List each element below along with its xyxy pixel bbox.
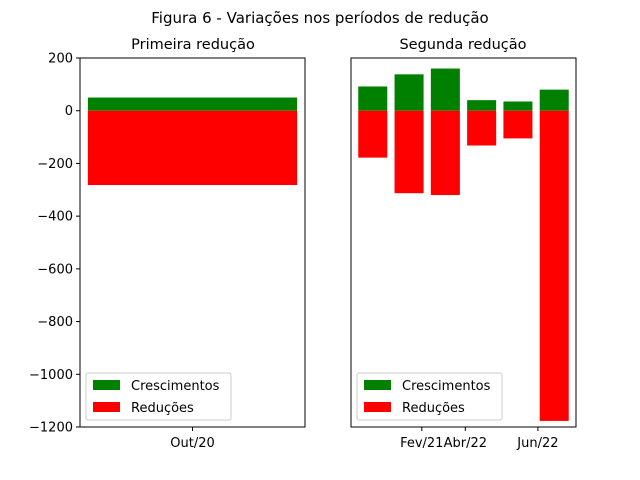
legend-frame: [356, 372, 503, 421]
y-tick-label: −200: [37, 157, 73, 172]
bar-crescimentos-3: [467, 100, 497, 111]
legend-swatch-crescimentos: [364, 380, 391, 390]
x-axis: Out/20: [170, 427, 215, 451]
legend-swatch-reducoes: [93, 402, 120, 412]
legend-label-reducoes: Reduções: [131, 401, 194, 416]
legend-label-crescimentos: Crescimentos: [402, 379, 491, 394]
x-tick-label: Abr/22: [444, 436, 487, 451]
y-tick-label: 200: [48, 52, 73, 67]
y-tick-label: −1000: [29, 368, 73, 383]
bar-reducoes-0: [87, 110, 298, 186]
bar-reducoes-0: [358, 110, 388, 158]
y-tick-label: 0: [65, 104, 73, 119]
bar-crescimentos-2: [430, 68, 460, 111]
plot-frame: [79, 57, 306, 428]
bar-reducoes-5: [539, 110, 569, 421]
y-tick-label: −400: [37, 210, 73, 225]
bars: [87, 97, 298, 186]
x-tick-label: Out/20: [170, 436, 215, 451]
x-axis: Fev/21 Abr/22 Jun/22: [400, 427, 559, 451]
chart-segunda-reducao: Segunda redução Fev/21 Abr/22 Jun/22 Cresc…: [350, 37, 577, 451]
y-tick-label: −800: [37, 315, 73, 330]
chart-title: Segunda redução: [399, 37, 526, 53]
bar-crescimentos-1: [394, 74, 424, 111]
y-tick-label: −600: [37, 262, 73, 277]
bar-crescimentos-4: [503, 101, 533, 111]
x-tick-label: Fev/21: [400, 436, 443, 451]
chart-primeira-reducao: Primeira redução 200 0 −200 −400 −600 −800 −10…: [29, 37, 306, 451]
bar-crescimentos-0: [87, 97, 298, 111]
chart-title: Primeira redução: [131, 37, 255, 53]
y-tick-label: −1200: [29, 421, 73, 436]
bar-reducoes-3: [467, 110, 497, 146]
legend: Crescimentos Reduções: [356, 372, 503, 421]
bars: [358, 68, 569, 421]
bar-reducoes-2: [430, 110, 460, 196]
legend-label-crescimentos: Crescimentos: [131, 379, 220, 394]
legend-swatch-crescimentos: [93, 380, 120, 390]
y-axis: 200 0 −200 −400 −600 −800 −1000 −1200: [29, 52, 80, 436]
legend-swatch-reducoes: [364, 402, 391, 412]
legend-frame: [85, 372, 232, 421]
legend: Crescimentos Reduções: [85, 372, 232, 421]
legend-label-reducoes: Reduções: [402, 401, 465, 416]
bar-reducoes-4: [503, 110, 533, 139]
bar-crescimentos-5: [539, 89, 569, 111]
x-tick-label: Jun/22: [516, 436, 558, 451]
figure-title: Figura 6 - Variações nos períodos de red…: [151, 9, 488, 27]
bar-reducoes-1: [394, 110, 424, 194]
bar-crescimentos-0: [358, 86, 388, 111]
plot-frame: [350, 57, 577, 428]
